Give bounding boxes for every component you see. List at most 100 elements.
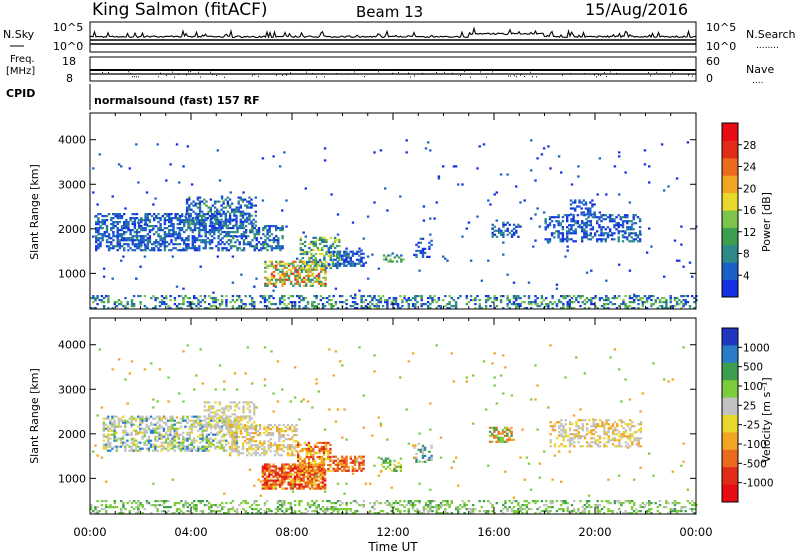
power-cell-1534 [550,232,554,235]
power-cell-447 [187,245,190,248]
power-cell-1329 [331,262,335,266]
power-cell-1682 [602,232,605,235]
power-cell-2748 [596,193,599,196]
power-cell-1084 [287,276,291,279]
power-cell-1974 [218,303,222,306]
power-cell-2239 [431,299,434,302]
power-cell-241 [144,249,147,252]
power-cell-253 [144,213,147,216]
power-cell-650 [198,224,202,227]
velocity-cell-1819 [618,445,621,448]
velocity-cell-0 [102,447,105,450]
velocity-cell-180 [143,419,146,422]
velocity-cell-1678 [568,433,572,436]
power-cell-2185 [392,307,395,310]
velocity-cell-1610 [504,434,507,437]
velocity-cell-601 [210,425,213,428]
velocity-cell-1721 [583,435,587,438]
power-cell-1400 [349,250,352,253]
power-cell-794 [246,220,249,223]
velocity-cell-51 [113,445,116,448]
power-cell-14 [97,245,100,248]
velocity-cell-984 [263,487,267,490]
velocity-cell-626 [218,409,221,412]
velocity-cell-1561 [421,446,425,449]
velocity-cell-159 [139,423,142,426]
velocity-cell-360 [184,439,187,442]
velocity-cell-420 [197,415,200,418]
power-cell-2390 [566,303,569,306]
power-cell-716 [222,202,225,205]
velocity-cell-1551 [417,448,420,451]
power-cell-514 [200,229,203,232]
velocity-cell-938 [286,438,290,441]
velocity-cell-1987 [178,508,181,511]
velocity-cell-279 [167,437,170,440]
velocity-cell-53 [113,437,116,440]
power-cell-609 [219,213,222,216]
velocity-cell-418 [197,421,200,424]
velocity-cell-249 [160,449,163,452]
velocity-cell-1820 [618,443,621,446]
velocity-cell-670 [233,417,237,420]
freq-dot [172,71,173,73]
power-cell-306 [157,227,160,230]
power-cell-1285 [318,248,322,252]
power-cell-1626 [583,224,586,227]
velocity-cell-252 [160,437,163,440]
velocity-cell-1600 [499,438,503,441]
velocity-cell-57 [113,429,116,432]
power-cell-2213 [411,297,415,300]
power-cell-1434 [389,260,392,263]
velocity-cell-755 [233,440,236,443]
velocity-cell-1609 [504,440,507,443]
power-cell-115 [118,243,122,246]
power-cell-1744 [623,230,627,233]
velocity-cell-812 [250,440,253,443]
power-cell-318 [159,225,162,228]
power-cell-984 [275,229,278,232]
velocity-cell-1118 [291,479,295,482]
power-cell-1337 [333,240,337,243]
velocity-cell-1925 [122,502,125,505]
power-cell-2744 [577,165,580,168]
power-cell-2624 [253,285,256,288]
power-cell-2256 [448,303,451,306]
velocity-cell-410 [194,419,198,422]
power-cell-2020 [263,305,267,308]
power-cell-633 [192,210,195,213]
velocity-cell-788 [243,426,247,429]
power-cell-279 [150,243,154,246]
power-cell-263 [146,217,149,220]
velocity-cell-1303 [299,457,302,461]
velocity-cell-1785 [605,419,608,422]
power-cell-714 [222,210,225,213]
power-cell-1706 [611,232,614,235]
power-cell-617 [188,224,191,227]
velocity-cell-379 [188,433,191,436]
power-cell-2633 [278,165,282,168]
velocity-cell-241 [158,433,161,436]
velocity-cell-40 [109,423,112,426]
velocity-cell-737 [228,434,232,437]
power-cell-2577 [135,277,138,280]
velocity-cell-1352 [309,449,313,453]
velocity-cell-1342 [307,445,311,448]
power-cell-933 [257,231,261,234]
power-cell-2218 [414,297,417,300]
velocity-cell-924 [282,440,285,443]
power-cell-2464 [624,295,627,298]
power-cell-1999 [240,299,243,302]
power-cell-2194 [396,305,400,308]
power-colorbar-segment-5 [722,192,738,211]
power-cell-310 [159,249,162,252]
velocity-cell-1518 [382,461,385,464]
power-cell-58 [105,227,109,230]
power-cell-2299 [493,297,496,300]
power-cell-269 [148,237,152,240]
velocity-cell-78 [117,417,120,420]
power-cell-2682 [437,175,441,178]
power-cell-1761 [628,220,631,223]
velocity-cell-1298 [299,471,302,475]
velocity-cell-103 [124,423,127,426]
